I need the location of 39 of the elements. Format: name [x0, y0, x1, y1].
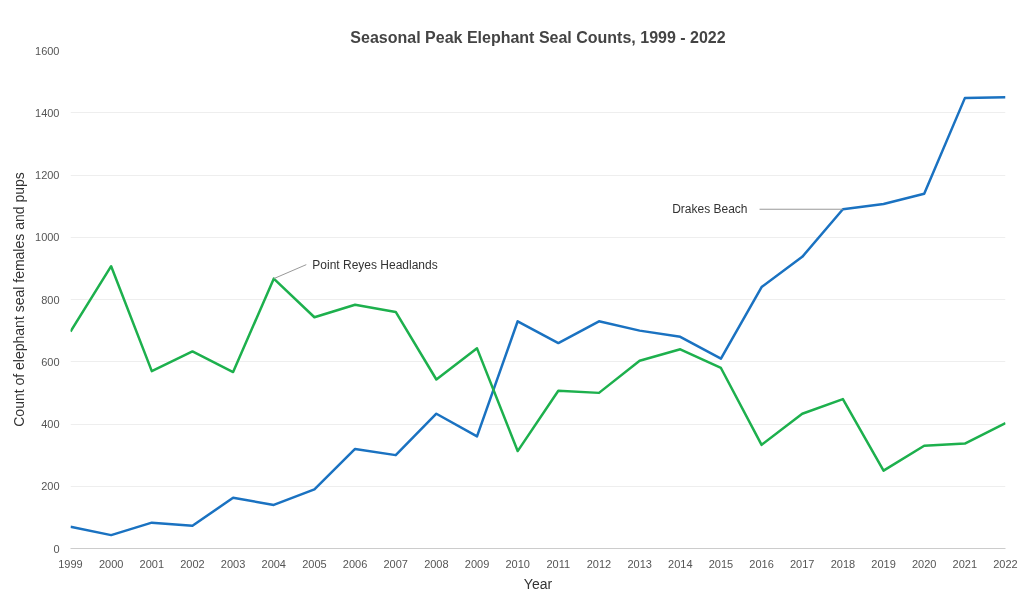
- x-tick-label: 2003: [220, 557, 246, 570]
- x-tick-label: 2015: [708, 557, 734, 570]
- y-axis-title: Count of elephant seal females and pups: [11, 172, 28, 427]
- x-tick-label: 2022: [993, 557, 1018, 570]
- x-axis-title: Year: [523, 575, 553, 592]
- y-tick-label: 1400: [35, 106, 60, 119]
- x-tick-label: 2012: [586, 557, 612, 570]
- line-series: [70, 95, 1006, 537]
- x-tick-label: 2009: [464, 557, 490, 570]
- x-tick-label: 2019: [871, 557, 896, 570]
- x-tick-label: 2010: [505, 557, 530, 570]
- x-tick-label: 2000: [98, 557, 124, 570]
- y-tick-label: 1000: [35, 231, 60, 244]
- y-tick-label: 400: [41, 418, 60, 430]
- x-tick-label: 2013: [627, 557, 652, 570]
- x-tick-label: 2008: [424, 557, 449, 570]
- y-tick-label: 800: [41, 293, 60, 306]
- x-tick-label: 2005: [302, 557, 327, 570]
- x-tick-label: 2007: [383, 557, 408, 570]
- x-tick-label: 2020: [911, 557, 937, 570]
- y-tick-label: 200: [41, 480, 60, 493]
- x-tick-label: 2001: [139, 557, 165, 570]
- x-tick-label: 2018: [830, 557, 856, 570]
- annotation: Point Reyes Headlands: [312, 257, 438, 272]
- y-tick-label: 0: [53, 542, 60, 555]
- x-tick-label: 2014: [668, 557, 693, 570]
- x-tick-label: 1999: [58, 557, 83, 570]
- y-tick-label: 1600: [35, 44, 60, 57]
- x-tick-label: 2016: [749, 557, 774, 570]
- y-tick-label: 600: [41, 355, 60, 368]
- annotation: Drakes Beach: [672, 202, 748, 217]
- y-tick-label: 1200: [35, 169, 60, 181]
- x-tick-label: 2004: [261, 557, 287, 570]
- x-tick-label: 2002: [180, 557, 205, 570]
- x-tick-label: 2017: [790, 557, 815, 570]
- x-tick-label: 2006: [342, 557, 368, 570]
- x-tick-label: 2011: [546, 557, 571, 570]
- x-tick-label: 2021: [952, 557, 978, 570]
- chart-title: Seasonal Peak Elephant Seal Counts, 1999 - 2022: [350, 28, 726, 46]
